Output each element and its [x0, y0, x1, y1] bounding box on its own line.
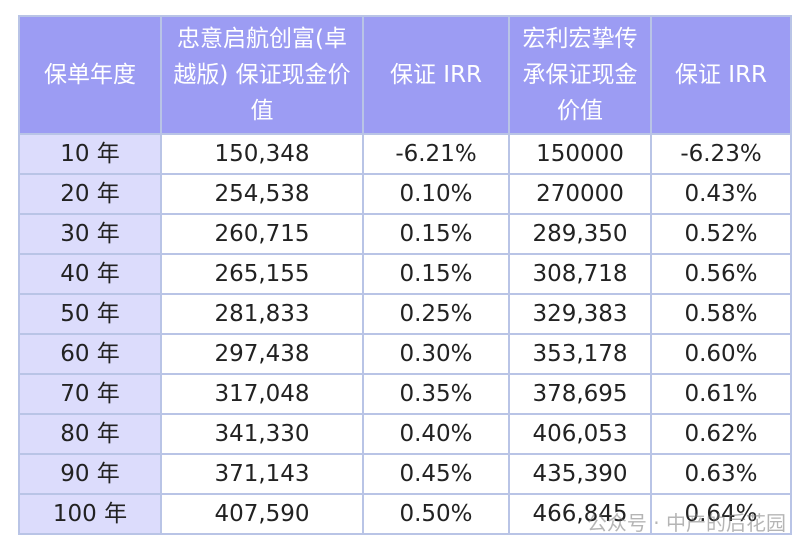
value-cell: 265,155: [160, 253, 364, 295]
year-cell: 10 年: [18, 133, 162, 175]
year-cell: 70 年: [18, 373, 162, 415]
value-cell: 0.50%: [362, 493, 510, 535]
value-cell: -6.21%: [362, 133, 510, 175]
value-cell: -6.23%: [650, 133, 792, 175]
table-row: 60 年 297,438 0.30% 353,178 0.60%: [18, 333, 792, 375]
header-cell: 忠意启航创富(卓越版) 保证现金价值: [160, 15, 364, 135]
value-cell: 0.52%: [650, 213, 792, 255]
year-cell: 60 年: [18, 333, 162, 375]
value-cell: 297,438: [160, 333, 364, 375]
value-cell: 308,718: [508, 253, 652, 295]
table-row: 70 年 317,048 0.35% 378,695 0.61%: [18, 373, 792, 415]
value-cell: 329,383: [508, 293, 652, 335]
year-cell: 100 年: [18, 493, 162, 535]
year-cell: 80 年: [18, 413, 162, 455]
value-cell: 0.60%: [650, 333, 792, 375]
table-row: 100 年 407,590 0.50% 466,845 0.64%: [18, 493, 792, 535]
year-cell: 90 年: [18, 453, 162, 495]
table-row: 30 年 260,715 0.15% 289,350 0.52%: [18, 213, 792, 255]
value-cell: 0.40%: [362, 413, 510, 455]
value-cell: 0.58%: [650, 293, 792, 335]
header-cell: 保单年度: [18, 15, 162, 135]
value-cell: 0.35%: [362, 373, 510, 415]
value-cell: 0.64%: [650, 493, 792, 535]
year-cell: 30 年: [18, 213, 162, 255]
value-cell: 0.63%: [650, 453, 792, 495]
table-row: 10 年 150,348 -6.21% 150000 -6.23%: [18, 133, 792, 175]
value-cell: 289,350: [508, 213, 652, 255]
value-cell: 407,590: [160, 493, 364, 535]
value-cell: 317,048: [160, 373, 364, 415]
value-cell: 260,715: [160, 213, 364, 255]
table-row: 90 年 371,143 0.45% 435,390 0.63%: [18, 453, 792, 495]
value-cell: 371,143: [160, 453, 364, 495]
value-cell: 0.56%: [650, 253, 792, 295]
header-cell: 保证 IRR: [650, 15, 792, 135]
value-cell: 270000: [508, 173, 652, 215]
header-cell: 宏利宏挚传承保证现金价值: [508, 15, 652, 135]
value-cell: 406,053: [508, 413, 652, 455]
year-cell: 40 年: [18, 253, 162, 295]
value-cell: 0.15%: [362, 253, 510, 295]
value-cell: 0.43%: [650, 173, 792, 215]
table-row: 20 年 254,538 0.10% 270000 0.43%: [18, 173, 792, 215]
value-cell: 150000: [508, 133, 652, 175]
watermark: 公众号 · 中产的后花园: [586, 511, 786, 535]
value-cell: 281,833: [160, 293, 364, 335]
header-row: 保单年度 忠意启航创富(卓越版) 保证现金价值 保证 IRR 宏利宏挚传承保证现金价值…: [18, 15, 792, 135]
header-cell: 保证 IRR: [362, 15, 510, 135]
value-cell: 0.15%: [362, 213, 510, 255]
value-cell: 435,390: [508, 453, 652, 495]
table-row: 50 年 281,833 0.25% 329,383 0.58%: [18, 293, 792, 335]
year-cell: 50 年: [18, 293, 162, 335]
value-cell: 0.10%: [362, 173, 510, 215]
value-cell: 0.30%: [362, 333, 510, 375]
year-cell: 20 年: [18, 173, 162, 215]
value-cell: 150,348: [160, 133, 364, 175]
value-cell: 0.45%: [362, 453, 510, 495]
value-cell: 0.25%: [362, 293, 510, 335]
value-cell: 466,845: [508, 493, 652, 535]
value-cell: 0.61%: [650, 373, 792, 415]
table-body: 10 年 150,348 -6.21% 150000 -6.23% 20 年 254,538…: [18, 133, 792, 535]
table-row: 40 年 265,155 0.15% 308,718 0.56%: [18, 253, 792, 295]
value-cell: 254,538: [160, 173, 364, 215]
value-cell: 378,695: [508, 373, 652, 415]
value-cell: 353,178: [508, 333, 652, 375]
table-row: 80 年 341,330 0.40% 406,053 0.62%: [18, 413, 792, 455]
value-cell: 341,330: [160, 413, 364, 455]
value-cell: 0.62%: [650, 413, 792, 455]
irr-table: 保单年度 忠意启航创富(卓越版) 保证现金价值 保证 IRR 宏利宏挚传承保证现金价值…: [18, 15, 792, 535]
